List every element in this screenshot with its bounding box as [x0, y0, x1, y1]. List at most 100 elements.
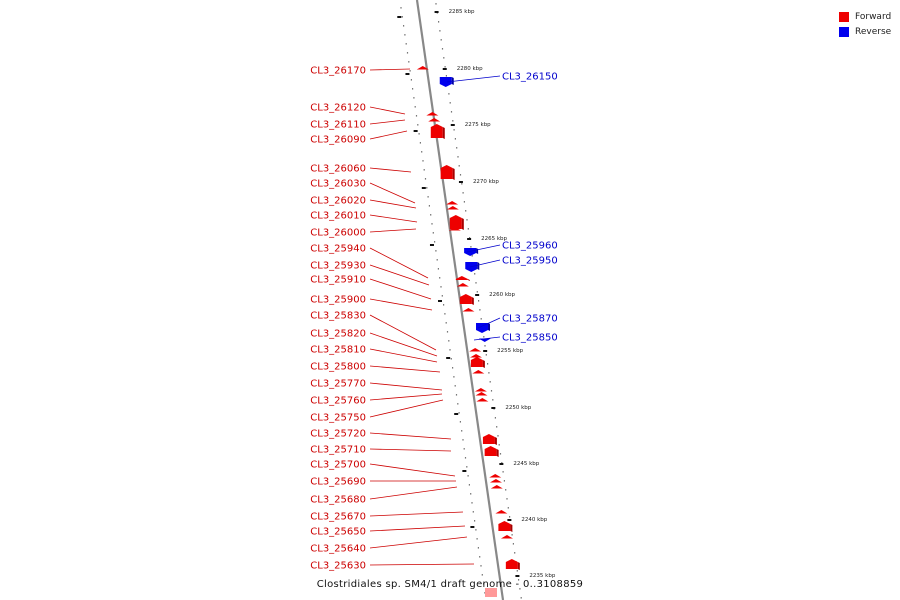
inner-dot — [476, 538, 478, 540]
gene-CL3_26060[interactable] — [440, 165, 455, 180]
gene-label-CL3_25830[interactable]: CL3_25830 — [310, 311, 366, 322]
gene-label-CL3_25910[interactable]: CL3_25910 — [310, 275, 366, 286]
ruler-dot — [450, 111, 453, 113]
gene-label-CL3_25900[interactable]: CL3_25900 — [310, 295, 366, 306]
gene-CL3_26170[interactable] — [416, 66, 429, 70]
reverse-swatch — [839, 26, 849, 37]
gene-label-CL3_26170[interactable]: CL3_26170 — [310, 66, 366, 77]
ruler-tick-label: 2285 kbp — [449, 9, 475, 15]
gene-label-CL3_25850[interactable]: CL3_25850 — [502, 333, 558, 344]
ruler-tick-label: 2240 kbp — [521, 517, 547, 523]
ruler-tick-label: 2270 kbp — [473, 179, 499, 185]
gene-label-CL3_25710[interactable]: CL3_25710 — [310, 445, 366, 456]
gene-CL3_26120[interactable] — [426, 112, 439, 116]
inner-dot — [467, 475, 469, 477]
inner-tick — [421, 187, 426, 189]
gene-label-CL3_25640[interactable]: CL3_25640 — [310, 544, 366, 555]
gene-CL3_26110[interactable] — [428, 118, 441, 122]
forward-swatch — [839, 11, 849, 22]
gene-label-CL3_25800[interactable]: CL3_25800 — [310, 362, 366, 373]
gene-label-CL3_26110[interactable]: CL3_26110 — [310, 120, 366, 131]
gene-CL3_26150[interactable] — [439, 77, 454, 87]
ruler-dot — [488, 372, 490, 374]
gene-CL3_26000[interactable] — [448, 227, 461, 231]
gene-label-CL3_25760[interactable]: CL3_25760 — [310, 396, 366, 407]
legend-label-reverse: Reverse — [855, 26, 892, 37]
gene-label-CL3_26020[interactable]: CL3_26020 — [310, 196, 366, 207]
gene-label-CL3_26090[interactable]: CL3_26090 — [310, 135, 366, 146]
gene-CL3_25700[interactable] — [489, 474, 502, 478]
gene-CL3_25720[interactable] — [482, 434, 497, 445]
inner-dot — [445, 322, 447, 324]
gene-label-CL3_25940[interactable]: CL3_25940 — [310, 244, 366, 255]
gene-label-CL3_26010[interactable]: CL3_26010 — [310, 211, 366, 222]
gene-label-CL3_25960[interactable]: CL3_25960 — [502, 241, 558, 252]
gene-CL3_25960[interactable] — [464, 248, 479, 256]
gene-label-CL3_25930[interactable]: CL3_25930 — [310, 261, 366, 272]
gene-CL3_25950[interactable] — [465, 262, 480, 272]
gene-label-CL3_26060[interactable]: CL3_26060 — [310, 164, 366, 175]
gene-CL3_25670[interactable] — [495, 510, 508, 514]
inner-tick — [462, 470, 467, 472]
inner-dot — [422, 160, 424, 162]
inner-dot — [430, 214, 432, 216]
leader-line — [446, 75, 501, 83]
inner-dot — [439, 277, 441, 279]
gene-label-CL3_25810[interactable]: CL3_25810 — [310, 345, 366, 356]
gene-label-CL3_25820[interactable]: CL3_25820 — [310, 329, 366, 340]
gene-CL3_25680[interactable] — [490, 485, 503, 489]
inner-dots — [400, 7, 486, 594]
gene-label-CL3_25630[interactable]: CL3_25630 — [310, 561, 366, 572]
ruler-dot — [461, 183, 463, 185]
gene-CL3_25870[interactable] — [476, 323, 491, 333]
gene-CL3_25710[interactable] — [484, 446, 499, 457]
gene-label-CL3_26000[interactable]: CL3_26000 — [310, 228, 366, 239]
legend-item-reverse[interactable]: Reverse — [839, 24, 891, 39]
gene-CL3_25930[interactable] — [456, 283, 469, 287]
legend-item-forward[interactable]: Forward — [839, 9, 891, 24]
gene-label-CL3_26150[interactable]: CL3_26150 — [502, 72, 558, 83]
gene-label-CL3_25950[interactable]: CL3_25950 — [502, 256, 558, 267]
gene-label-CL3_25680[interactable]: CL3_25680 — [310, 495, 366, 506]
gene-label-CL3_25720[interactable]: CL3_25720 — [310, 429, 366, 440]
gene-CL3_26090[interactable] — [430, 124, 445, 139]
ruler-dot — [448, 93, 450, 95]
gene-CL3_25640[interactable] — [500, 535, 513, 539]
gene-CL3_25690[interactable] — [489, 479, 502, 483]
gene-CL3_25760[interactable] — [475, 392, 488, 396]
gene-labels[interactable]: CL3_26170 CL3_26120 CL3_26110 CL3_26090 CL3_… — [310, 66, 557, 572]
gene-label-CL3_26030[interactable]: CL3_26030 — [310, 179, 366, 190]
genome-title: Clostridiales sp. SM4/1 draft genome - 0… — [316, 579, 584, 590]
gene-CL3_25900[interactable] — [462, 308, 475, 312]
gene-label-CL3_25690[interactable]: CL3_25690 — [310, 477, 366, 488]
gene-CL3_25770[interactable] — [474, 388, 487, 392]
gene-CL3_25820[interactable] — [470, 354, 483, 358]
gene-CL3_25910[interactable] — [459, 294, 474, 305]
inner-dot — [421, 151, 423, 153]
gene-features[interactable] — [416, 66, 520, 597]
gene-CL3_26010[interactable] — [449, 215, 464, 230]
gene-label-CL3_25650[interactable]: CL3_25650 — [310, 527, 366, 538]
gene-label-CL3_26120[interactable]: CL3_26120 — [310, 103, 366, 114]
inner-dot — [440, 286, 442, 288]
gene-CL3_25800[interactable] — [472, 370, 485, 374]
gene-CL3_26020[interactable] — [446, 206, 459, 210]
gene-label-CL3_25870[interactable]: CL3_25870 — [502, 314, 558, 325]
ruler-tick — [491, 407, 496, 409]
gene-CL3_26030[interactable] — [446, 201, 459, 205]
gene-CL3_25750[interactable] — [476, 398, 489, 402]
ruler-dot — [480, 318, 482, 320]
gene-CL3_25650[interactable] — [498, 521, 513, 532]
inner-dot — [481, 574, 483, 576]
gene-label-CL3_25670[interactable]: CL3_25670 — [310, 512, 366, 523]
gene-label-CL3_25770[interactable]: CL3_25770 — [310, 379, 366, 390]
gene-label-CL3_25750[interactable]: CL3_25750 — [310, 413, 366, 424]
ruler-dot — [449, 102, 451, 104]
gene-label-CL3_25700[interactable]: CL3_25700 — [310, 460, 366, 471]
gene-CL3_25830[interactable] — [469, 348, 482, 352]
inner-dot — [414, 106, 416, 108]
ruler-dot — [502, 471, 504, 473]
gene-CL3_25810[interactable] — [470, 357, 485, 368]
gene-CL3_25630[interactable] — [505, 559, 520, 570]
gene-CL3_25940[interactable] — [455, 276, 470, 281]
